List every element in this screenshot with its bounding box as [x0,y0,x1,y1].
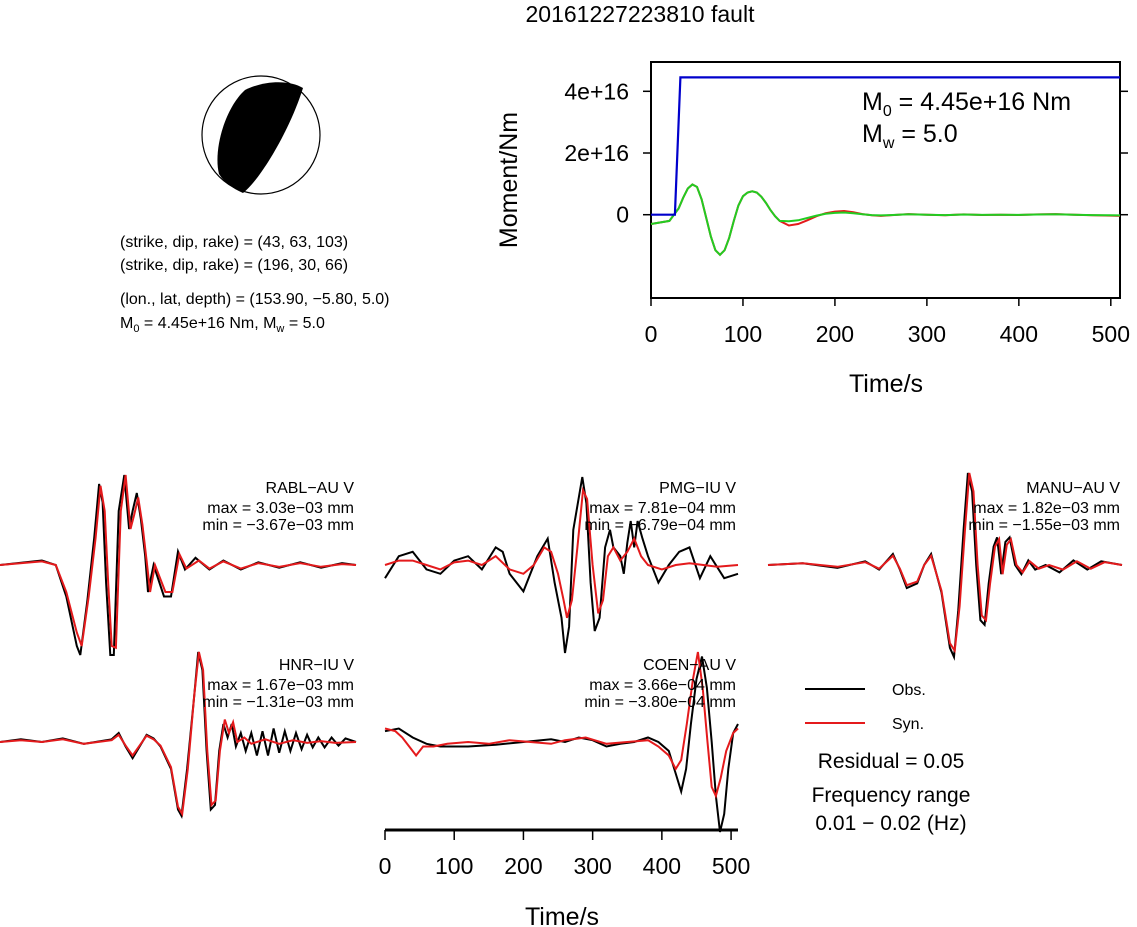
moment-x-tick-label: 0 [645,321,658,347]
waveform-x-axis: 0 100 200 300 400 500 Time/s [379,828,750,927]
beachball [201,75,321,195]
station-min: min = −1.55e−03 mm [968,517,1120,534]
waveform-x-tick-label: 200 [504,853,542,879]
figure-title: 20161227223810 fault [526,1,756,27]
waveform-x-tick-label: 400 [643,853,681,879]
station-min: min = −3.80e−04 mm [584,694,736,711]
observed-waveform [384,656,739,833]
location-depth: (lon., lat, depth) = (153.90, −5.80, 5.0… [120,291,390,308]
waveform-x-tick-label: 100 [435,853,473,879]
moment-plot-frame [650,61,1121,299]
frequency-range-title: Frequency range [812,784,971,807]
station-name: COEN−AU V [643,657,736,674]
station-max: max = 1.67e−03 mm [207,677,354,694]
station-max: max = 1.82e−03 mm [973,500,1120,517]
waveform-legend: Obs. Syn. Residual = 0.05 Frequency rang… [805,682,970,835]
nodal-plane-1: (strike, dip, rake) = (43, 63, 103) [120,234,348,251]
station-max: max = 7.81e−04 mm [589,500,736,517]
station-max: max = 3.03e−03 mm [207,500,354,517]
waveform-x-tick-label: 0 [379,853,392,879]
station-max: max = 3.66e−04 mm [589,677,736,694]
synthetic-waveform [0,474,357,650]
waveform-x-tick-label: 300 [573,853,611,879]
beachball-compressional-quadrant [217,82,303,193]
synthetic-waveform [384,486,739,619]
moment-fit-line [650,183,1121,257]
waveform-x-tick-label: 500 [712,853,750,879]
moment-mw-annotation: Mw = 5.0 [862,120,958,152]
station-name: MANU−AU V [1026,480,1120,497]
residual-text: Residual = 0.05 [818,750,965,773]
moment-y-tick-label: 2e+16 [564,140,629,166]
moment-magnitude: M0 = 4.45e+16 Nm, Mw = 5.0 [120,315,325,335]
moment-rate-line [650,183,1121,257]
station-min: min = −3.67e−03 mm [202,517,354,534]
moment-x-axis-label: Time/s [849,370,923,398]
moment-y-tick-label: 0 [616,202,629,228]
station-name: RABL−AU V [266,480,355,497]
station-min: min = −1.31e−03 mm [202,694,354,711]
moment-x-tick-label: 300 [908,321,946,347]
station-name: HNR−IU V [279,657,354,674]
moment-y-axis-label: Moment/Nm [495,112,523,248]
waveform-x-axis-label: Time/s [525,903,599,927]
observed-waveform [384,476,739,654]
cumulative-moment-line [651,76,1120,216]
legend-syn-label: Syn. [892,716,924,733]
legend-obs-label: Obs. [892,682,926,699]
moment-x-tick-label: 100 [724,321,762,347]
station-min: min = −6.79e−04 mm [584,517,736,534]
moment-x-tick-label: 200 [816,321,854,347]
beachball-small-quadrant [223,173,241,191]
synthetic-waveform [0,651,357,818]
moment-y-tick-label: 4e+16 [564,78,629,104]
frequency-range-value: 0.01 − 0.02 (Hz) [815,812,966,835]
synthetic-waveform [767,472,1123,654]
station-name: PMG−IU V [659,480,736,497]
moment-m0-annotation: M0 = 4.45e+16 Nm [862,88,1071,120]
moment-x-tick-label: 400 [1000,321,1038,347]
moment-chart: 0 100 200 300 400 500 0 2e+16 4e+16 M0 = 4.45e+1… [495,61,1130,398]
moment-x-tick-label: 500 [1092,321,1130,347]
synthetic-waveform [384,651,739,799]
nodal-plane-2: (strike, dip, rake) = (196, 30, 66) [120,257,348,274]
